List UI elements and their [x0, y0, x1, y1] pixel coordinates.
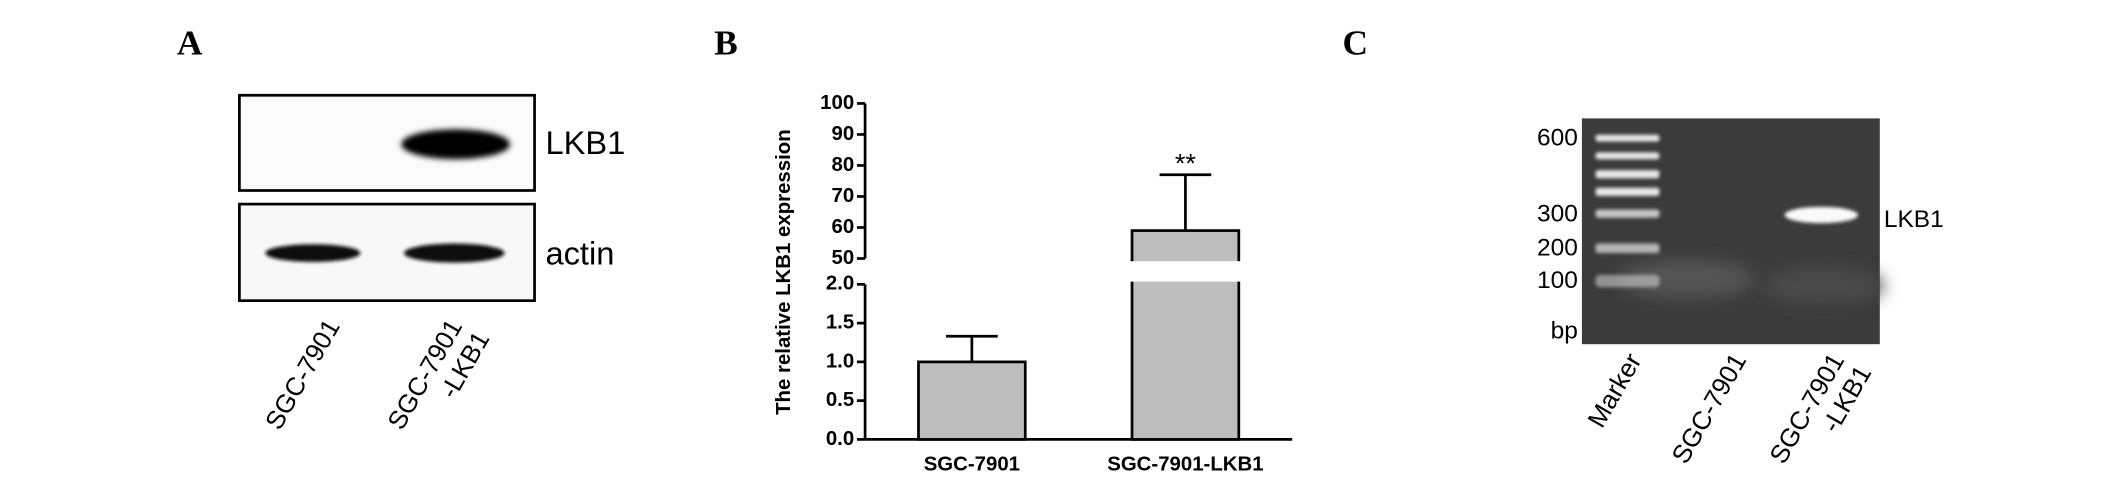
gel: 600 300 200 100 bp LKB1 Marker SGC-7901 … [1537, 118, 1944, 469]
y-tick-label: 1.0 [826, 350, 854, 372]
size-label: 100 [1537, 267, 1578, 294]
lane-label: SGC-7901 [260, 315, 345, 435]
size-label: 200 [1537, 234, 1578, 261]
size-label: 600 [1537, 124, 1578, 151]
blot-band [401, 129, 511, 160]
ladder-band [1595, 243, 1660, 254]
axis-break-gap [1129, 261, 1242, 282]
gel-background [1581, 118, 1880, 345]
ladder [1595, 134, 1660, 288]
panel-letter: C [1343, 22, 1369, 62]
size-label: 300 [1537, 200, 1578, 227]
panel-letter: A [177, 22, 203, 62]
band-label: LKB1 [1884, 206, 1944, 233]
gel-smear [1618, 259, 1755, 298]
panel-letter: B [714, 22, 738, 62]
ladder-band [1595, 274, 1660, 288]
y-tick-label: 2.0 [826, 273, 854, 295]
y-tick-label: 0.0 [826, 428, 854, 450]
y-axis-label: The relative LKB1 expression [773, 129, 795, 415]
y-tick-label: 80 [832, 154, 855, 176]
y-tick-label: 50 [832, 247, 855, 269]
bar-chart: The relative LKB1 expression 0.0 0.5 1.0 1.… [773, 92, 1293, 476]
blot-band [265, 244, 361, 262]
y-tick-label: 0.5 [826, 389, 854, 411]
unit-label: bp [1551, 317, 1578, 344]
gel-band [1784, 206, 1859, 224]
y-tick-label: 90 [832, 123, 855, 145]
ladder-band [1595, 187, 1660, 196]
western-blot: LKB1 actin SGC-7901 SGC-7901 -LKB1 [238, 93, 625, 435]
x-tick-label: SGC-7901 [924, 454, 1020, 476]
lane-label: Marker [1583, 349, 1648, 433]
blot-label: LKB1 [545, 124, 625, 161]
bar [917, 360, 1027, 441]
ladder-band [1595, 152, 1660, 160]
ladder-band [1595, 134, 1660, 142]
y-tick-label: 60 [832, 216, 855, 238]
y-tick-label: 70 [832, 185, 855, 207]
blot-label: actin [545, 234, 614, 271]
lane-label: SGC-7901 [1667, 349, 1752, 469]
significance-label: ** [1175, 147, 1197, 178]
blot-band [403, 243, 505, 263]
y-tick-label: 100 [820, 92, 854, 114]
x-tick-label: SGC-7901-LKB1 [1107, 454, 1263, 476]
ladder-band [1595, 209, 1660, 218]
y-tick-label: 1.5 [826, 312, 854, 334]
gel-smear [1761, 266, 1884, 305]
ladder-band [1595, 170, 1660, 179]
